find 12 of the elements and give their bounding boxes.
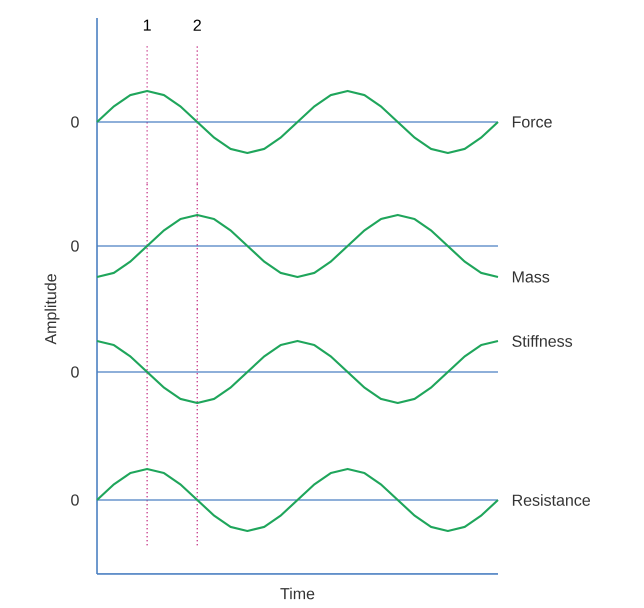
x-axis-title: Time <box>280 588 314 600</box>
ref-line-label: 0 <box>71 366 79 378</box>
text: 1 <box>144 20 151 31</box>
y-axis-title: Amplitude <box>44 274 60 345</box>
series-label: Resistance <box>512 494 590 506</box>
series-label: Mass <box>512 271 550 283</box>
ref-line-label: 0 <box>71 494 79 506</box>
ref-line-label: 0 <box>71 240 79 252</box>
text: 2 <box>194 20 201 31</box>
series-label: Stiffness <box>512 335 572 347</box>
series-label: Force <box>512 116 552 128</box>
ref-line-label: 0 <box>71 116 79 128</box>
